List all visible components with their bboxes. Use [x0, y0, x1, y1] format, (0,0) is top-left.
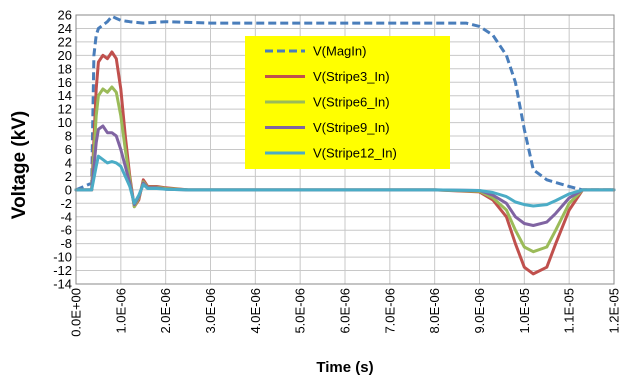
y-tick-label: 26 — [58, 8, 72, 23]
x-tick-label: 4.0E-06 — [248, 288, 263, 334]
y-tick-label: 20 — [58, 48, 72, 63]
x-tick-label: 1.0E-06 — [113, 288, 128, 334]
legend-label: V(Stripe6_In) — [313, 95, 390, 110]
y-tick-label: -10 — [53, 250, 72, 265]
y-tick-label: 2 — [65, 169, 72, 184]
y-tick-label: -4 — [60, 209, 72, 224]
y-axis-title: Voltage (kV) — [9, 111, 30, 219]
y-tick-label: -2 — [60, 196, 72, 211]
y-tick-label: 14 — [58, 88, 72, 103]
y-tick-label: -6 — [60, 223, 72, 238]
legend-label: V(Stripe12_In) — [313, 146, 397, 161]
y-tick-label: 8 — [65, 129, 72, 144]
y-tick-label: 24 — [58, 21, 72, 36]
y-tick-label: 6 — [65, 142, 72, 157]
x-axis-title: Time (s) — [316, 359, 373, 376]
plot-area-frame — [75, 14, 615, 285]
y-tick-label: 22 — [58, 34, 72, 49]
x-tick-label: 8.0E-06 — [427, 288, 442, 334]
x-tick-label: 1.0E-05 — [517, 288, 532, 334]
x-tick-label: 3.0E-06 — [203, 288, 218, 334]
x-tick-label: 5.0E-06 — [293, 288, 308, 334]
y-tick-label: 0 — [65, 182, 72, 197]
x-tick-labels: 0.0E+00 1.0E-06 2.0E-06 3.0E-06 4.0E-06 5.0E-… — [69, 288, 619, 337]
y-tick-label: 12 — [58, 102, 72, 117]
y-tick-label: -14 — [53, 277, 72, 292]
series-line-4 — [74, 154, 616, 208]
y-tick-label: 16 — [58, 75, 72, 90]
x-tick-label: 6.0E-06 — [338, 288, 353, 334]
y-tick-label: 10 — [58, 115, 72, 130]
legend-label: V(Stripe9_In) — [313, 120, 390, 135]
x-tick-label: 1.2E-05 — [607, 288, 619, 334]
legend: V(MagIn) V(Stripe3_In) V(Stripe6_In) V(Stri… — [245, 36, 450, 169]
y-tick-label: 18 — [58, 61, 72, 76]
legend-label: V(Stripe3_In) — [313, 69, 390, 84]
y-tick-label: -12 — [53, 263, 72, 278]
x-tick-label: 7.0E-06 — [382, 288, 397, 334]
x-tick-label: 2.0E-06 — [158, 288, 173, 334]
x-tick-label: 0.0E+00 — [69, 288, 84, 337]
legend-label: V(MagIn) — [313, 44, 366, 59]
x-tick-label: 9.0E-06 — [472, 288, 487, 334]
y-tick-label: 4 — [65, 155, 72, 170]
y-tick-label: -8 — [60, 236, 72, 251]
series-lines — [74, 14, 616, 276]
x-tick-label: 1.1E-05 — [562, 288, 577, 334]
